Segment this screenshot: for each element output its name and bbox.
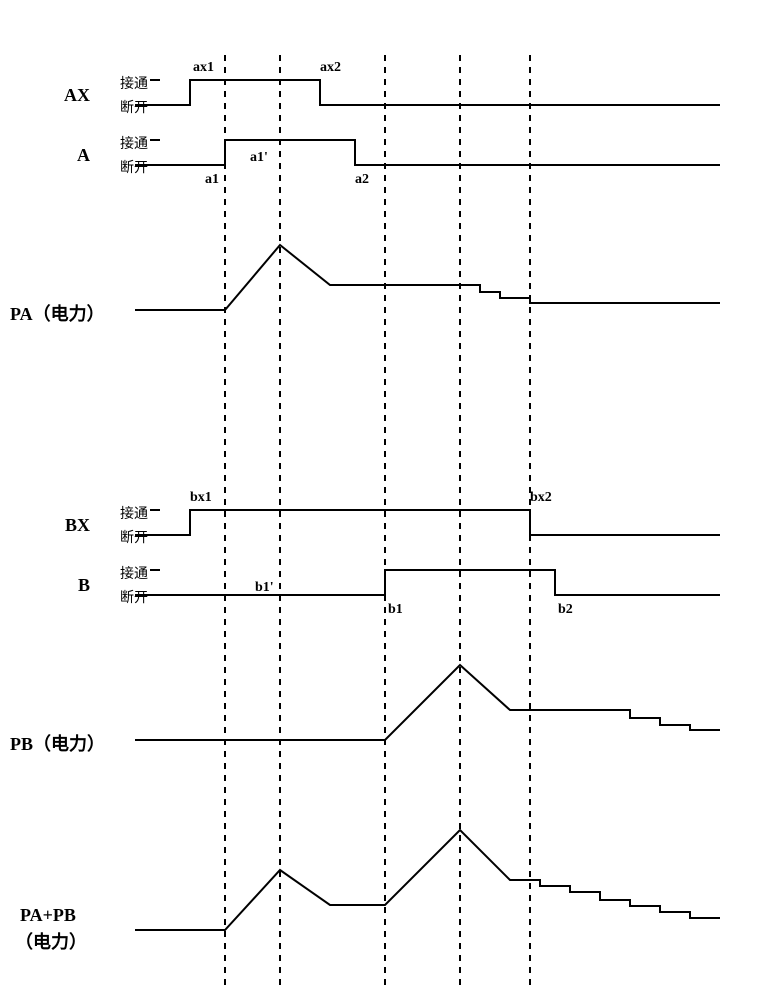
lbl-b1p: b1' <box>255 580 274 596</box>
b-on: 接通 <box>120 563 148 583</box>
label-sum2: （电力） <box>0 928 125 954</box>
b-off: 断开 <box>120 587 148 607</box>
diagram-svg <box>0 0 767 1000</box>
lbl-ax1: ax1 <box>193 60 214 76</box>
bx-on: 接通 <box>120 503 148 523</box>
label-ax: AX <box>30 85 90 106</box>
lbl-a1p: a1' <box>250 150 268 166</box>
label-bx: BX <box>30 515 90 536</box>
lbl-ax2: ax2 <box>320 60 341 76</box>
label-pa: PA（电力） <box>0 300 120 326</box>
lbl-a2: a2 <box>355 172 369 188</box>
lbl-bx2: bx2 <box>530 490 552 506</box>
lbl-bx1: bx1 <box>190 490 212 506</box>
ax-off: 断开 <box>120 97 148 117</box>
lbl-b2: b2 <box>558 602 573 618</box>
timing-diagram: AX A PA（电力） BX B PB（电力） PA+PB （电力） 接通 断开… <box>0 0 767 1000</box>
label-b: B <box>30 575 90 596</box>
label-pb: PB（电力） <box>0 730 120 756</box>
ax-on: 接通 <box>120 73 148 93</box>
a-off: 断开 <box>120 157 148 177</box>
lbl-a1: a1 <box>205 172 219 188</box>
a-on: 接通 <box>120 133 148 153</box>
bx-off: 断开 <box>120 527 148 547</box>
label-a: A <box>30 145 90 166</box>
label-sum1: PA+PB <box>0 905 130 926</box>
lbl-b1: b1 <box>388 602 403 618</box>
